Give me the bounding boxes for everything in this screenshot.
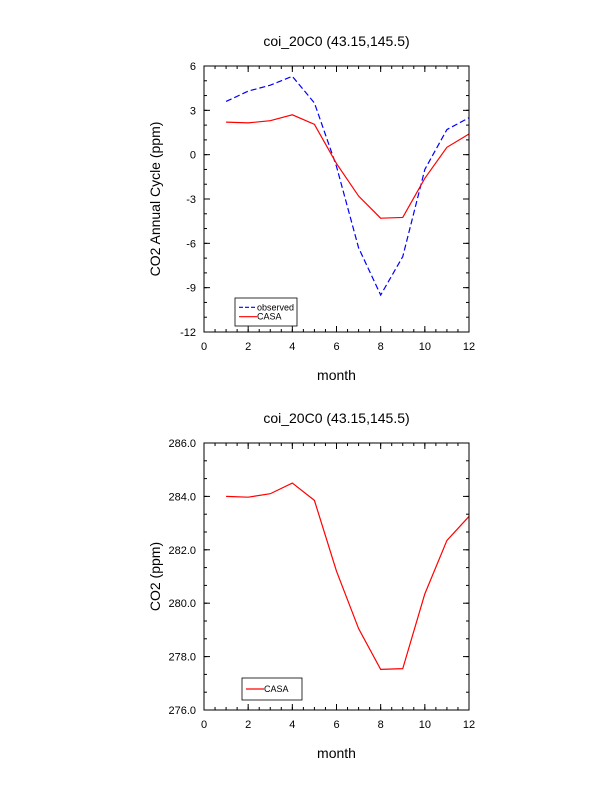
- x-tick-label: 0: [201, 719, 207, 731]
- legend-label: CASA: [264, 684, 289, 694]
- legend-label: CASA: [257, 312, 282, 322]
- x-tick-label: 6: [333, 719, 339, 731]
- x-tick-label: 6: [333, 341, 339, 353]
- y-axis-title: CO2 Annual Cycle (ppm): [147, 122, 163, 277]
- x-tick-label: 10: [419, 719, 431, 731]
- x-tick-label: 8: [378, 341, 384, 353]
- x-tick-label: 0: [201, 341, 207, 353]
- chart-title: coi_20C0 (43.15,145.5): [263, 33, 409, 49]
- y-tick-label: 282.0: [168, 545, 196, 557]
- legend-box: [241, 677, 303, 701]
- x-tick-label: 4: [289, 719, 295, 731]
- chart-annual-cycle: coi_20C0 (43.15,145.5) 0 2 4 6 8 10 12 -12 -9 -6 -3…: [147, 33, 475, 383]
- y-tick-label: -12: [180, 327, 196, 339]
- legend-label: observed: [257, 302, 294, 312]
- y-tick-label: -9: [186, 283, 196, 295]
- x-tick-label: 2: [245, 341, 251, 353]
- y-tick-label: 278.0: [168, 652, 196, 664]
- chart-title: coi_20C0 (43.15,145.5): [263, 410, 409, 426]
- series-line-casa: [226, 482, 470, 671]
- plot-frame: [203, 442, 470, 711]
- x-tick-label: 2: [245, 719, 251, 731]
- series-line-observed: [225, 75, 470, 297]
- series-line-casa: [226, 114, 470, 219]
- plot-frame: [203, 65, 470, 333]
- x-tick-label: 4: [289, 341, 295, 353]
- x-axis-title: month: [317, 367, 356, 383]
- y-tick-label: 286.0: [168, 438, 196, 450]
- y-tick-label: 284.0: [168, 491, 196, 503]
- y-tick-label: 3: [190, 105, 196, 117]
- y-tick-label: 0: [190, 150, 196, 162]
- y-tick-label: -6: [186, 238, 196, 250]
- y-axis-title: CO2 (ppm): [147, 542, 163, 611]
- x-axis-title: month: [317, 745, 356, 761]
- chart-co2-concentration: coi_20C0 (43.15,145.5) 0 2 4 6 8 10 12 276.0 278.…: [147, 410, 475, 761]
- y-tick-label: 6: [190, 61, 196, 73]
- legend-box: [234, 297, 298, 327]
- x-tick-label: 10: [419, 341, 431, 353]
- y-tick-label: 276.0: [168, 705, 196, 717]
- x-tick-label: 12: [463, 719, 475, 731]
- y-tick-label: -3: [186, 194, 196, 206]
- y-tick-label: 280.0: [168, 598, 196, 610]
- x-tick-label: 8: [378, 719, 384, 731]
- x-tick-label: 12: [463, 341, 475, 353]
